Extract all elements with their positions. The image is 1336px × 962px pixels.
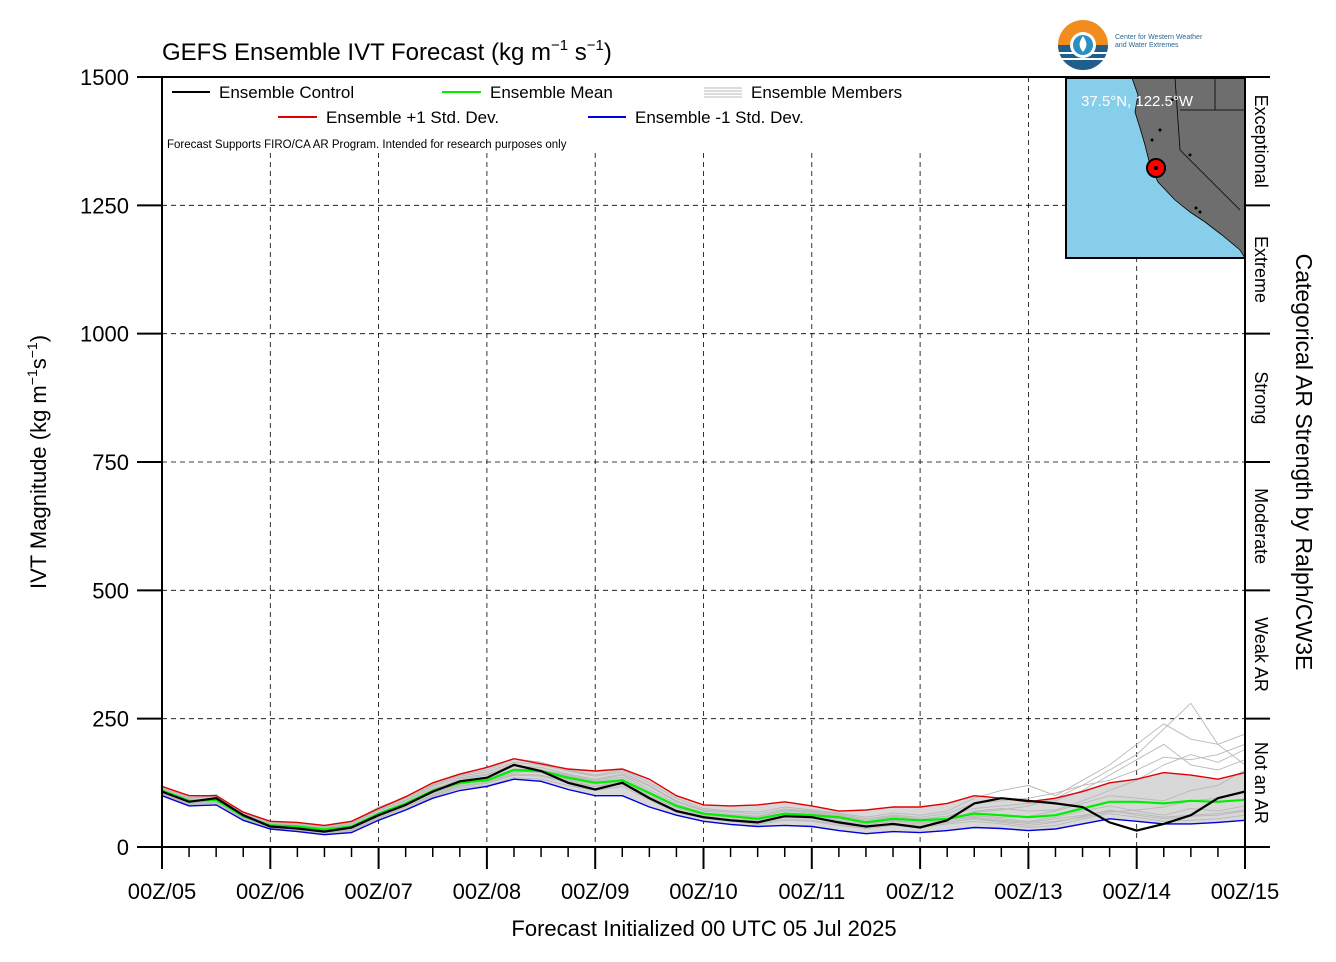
chart-title: GEFS Ensemble IVT Forecast (kg m−1 s−1)	[162, 37, 612, 66]
y-tick-label: 1250	[80, 193, 129, 218]
x-tick-label: 00Z/06	[236, 879, 305, 904]
legend-control-label: Ensemble Control	[219, 83, 354, 102]
y-axis-label: IVT Magnitude (kg m−1s−1)	[24, 335, 51, 589]
category-label: Extreme	[1251, 236, 1271, 303]
category-labels: Not an AR Weak AR Moderate Strong Extreme Exc…	[1251, 95, 1271, 824]
x-tick-label: 00Z/10	[669, 879, 738, 904]
y-tick-label: 0	[117, 835, 129, 860]
mean-line	[161, 768, 1246, 831]
x-tick-label: 00Z/12	[886, 879, 955, 904]
right-axis-label: Categorical AR Strength by Ralph/CW3E	[1291, 254, 1317, 671]
logo-text-line2: and Water Extremes	[1115, 42, 1179, 49]
x-tick-label: 00Z/07	[344, 879, 413, 904]
member-line	[161, 743, 1246, 828]
category-label: Strong	[1251, 371, 1271, 424]
x-tick-label: 00Z/05	[128, 879, 197, 904]
x-tick-label: 00Z/09	[561, 879, 630, 904]
x-tick-label: 00Z/13	[994, 879, 1063, 904]
legend-members-swatch	[704, 87, 742, 98]
y-tick-label: 500	[92, 578, 129, 603]
spread-area	[162, 758, 1245, 835]
category-label: Not an AR	[1251, 742, 1271, 824]
legend: Ensemble Control Ensemble Mean Ensemble …	[167, 83, 902, 151]
legend-minus-std-label: Ensemble -1 Std. Dev.	[635, 108, 804, 127]
x-tick-label: 00Z/15	[1211, 879, 1280, 904]
x-axis-label: Forecast Initialized 00 UTC 05 Jul 2025	[511, 916, 896, 941]
x-tick-label: 00Z/14	[1102, 879, 1171, 904]
disclaimer-text: Forecast Supports FIRO/CA AR Program. In…	[167, 139, 567, 151]
logo-text-line1: Center for Western Weather	[1115, 34, 1203, 41]
x-tick-label: 00Z/08	[453, 879, 522, 904]
y-tick-label: 250	[92, 707, 129, 732]
y-ticks: 0 250 500 750 1000 1250 1500	[80, 65, 1270, 860]
x-tick-label: 00Z/11	[778, 879, 845, 904]
legend-mean-label: Ensemble Mean	[490, 83, 613, 102]
y-tick-label: 1500	[80, 65, 129, 90]
category-label: Weak AR	[1251, 617, 1271, 692]
cw3e-logo	[1058, 20, 1108, 70]
legend-members-label: Ensemble Members	[751, 83, 902, 102]
ensemble-series	[161, 757, 1246, 836]
legend-plus-std-label: Ensemble +1 Std. Dev.	[326, 108, 499, 127]
category-label: Exceptional	[1251, 95, 1271, 188]
y-tick-label: 750	[92, 450, 129, 475]
plus-std-line	[161, 757, 1246, 827]
grid-lines	[162, 77, 1245, 847]
inset-map-label: 37.5°N, 122.5°W	[1081, 93, 1194, 110]
spread-fill	[162, 758, 1245, 835]
control-line	[161, 763, 1246, 833]
category-label: Moderate	[1251, 488, 1271, 564]
y-tick-label: 1000	[80, 322, 129, 347]
x-ticks: 00Z/05 00Z/06 00Z/07 00Z/08 00Z/09 00Z/10 00Z/…	[128, 847, 1280, 904]
inset-map: 37.5°N, 122.5°W	[1065, 77, 1246, 260]
cw3e-logo-text: Center for Western Weather and Water Ext…	[1115, 34, 1202, 50]
minus-std-line	[161, 778, 1246, 836]
